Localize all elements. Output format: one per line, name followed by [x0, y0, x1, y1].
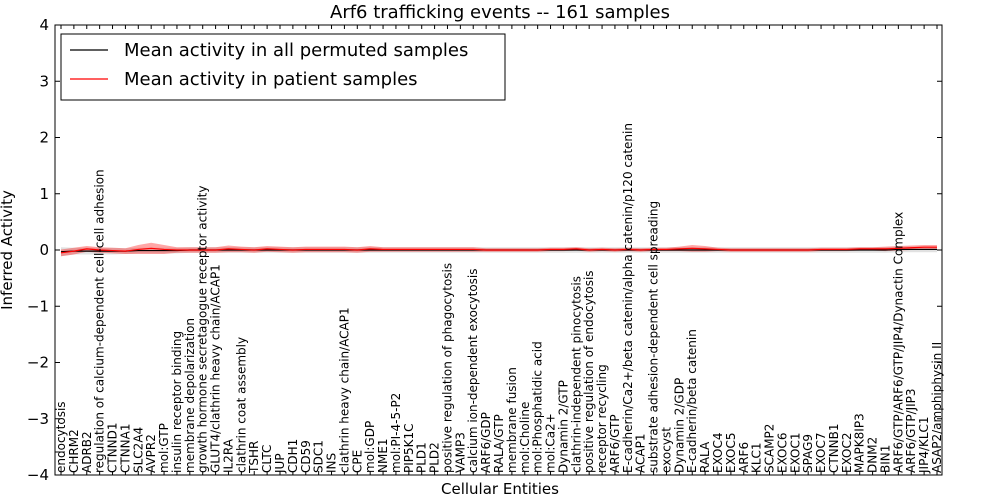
- x-tick-label: ADRB2: [80, 431, 94, 473]
- x-tick-label: insulin receptor binding: [170, 331, 184, 473]
- y-tick-label: 3: [39, 72, 49, 90]
- x-tick-label: CDH1: [286, 439, 300, 473]
- legend-label-1: Mean activity in patient samples: [124, 69, 418, 90]
- x-tick-label: TSHR: [247, 441, 261, 474]
- x-tick-label: receptor recycling: [595, 364, 609, 473]
- x-tick-label: EXOC5: [724, 433, 738, 474]
- x-tick-label: NME1: [376, 438, 390, 473]
- x-tick-label: GLUT4/clathrin heavy chain/ACAP1: [209, 264, 223, 473]
- x-tick-label: AVPR2: [144, 434, 158, 473]
- x-tick-label: membrane fusion: [505, 367, 519, 473]
- y-tick-label: −3: [27, 410, 49, 428]
- x-tick-label: mol:PI-4-5-P2: [389, 393, 403, 473]
- y-tick-label: −2: [27, 354, 49, 372]
- x-axis-label: Cellular Entities: [441, 480, 559, 498]
- y-axis-label: Inferred Activity: [0, 190, 16, 310]
- x-tick-label: SCAMP2: [763, 424, 777, 473]
- x-tick-label: EXOC7: [814, 433, 828, 474]
- x-tick-label: mol:GTP: [157, 423, 171, 473]
- x-tick-label: MAPK8IP3: [853, 413, 867, 473]
- chart-title: Arf6 trafficking events -- 161 samples: [330, 2, 670, 23]
- x-tick-label: substrate adhesion-dependent cell spread…: [647, 201, 661, 473]
- x-tick-label: CTNNB1: [827, 423, 841, 473]
- x-tick-label: SDC1: [312, 440, 326, 473]
- x-tick-label: ARF6/GTP/ARF6/GTP/JIP4/Dynactin Complex: [891, 212, 905, 473]
- legend-box: [60, 33, 506, 101]
- y-tick-label: 2: [39, 129, 49, 147]
- x-tick-label: CD59: [299, 440, 313, 473]
- x-tick-label: Dynamin 2/GDP: [672, 378, 686, 473]
- x-tick-label: Dynamin 2/GTP: [556, 380, 570, 473]
- x-tick-label: SPAG9: [801, 434, 815, 473]
- x-tick-label: calcium ion-dependent exocytosis: [466, 269, 480, 474]
- x-tick-label: ARF6/GTP/JIP3: [904, 388, 918, 473]
- x-tick-label: BIN1: [878, 445, 892, 473]
- x-tick-label: KLC1: [750, 442, 764, 473]
- x-tick-label: PLD1: [415, 442, 429, 473]
- x-tick-label: ARF6/GDP: [479, 412, 493, 473]
- x-tick-label: EXOC4: [711, 433, 725, 474]
- x-tick-label: mol:Phosphatidic acid: [531, 341, 545, 473]
- x-tick-label: CLTC: [260, 445, 274, 473]
- x-tick-label: CHRM2: [67, 429, 81, 473]
- y-tick-label: −1: [27, 297, 49, 315]
- y-tick-label: −4: [27, 466, 49, 484]
- y-tick-label: 0: [39, 241, 49, 259]
- x-tick-label: CTNND1: [106, 422, 120, 473]
- x-tick-label: ARF6/GTP: [608, 414, 622, 473]
- x-tick-label: clathrin heavy chain/ACAP1: [337, 307, 351, 473]
- x-tick-label: ASAP2/amphiphysin II: [930, 342, 944, 473]
- x-tick-label: ARF6: [737, 442, 751, 473]
- x-tick-label: ACAP1: [634, 434, 648, 473]
- x-tick-label: PLD2: [428, 442, 442, 473]
- x-tick-label: EXOC1: [788, 433, 802, 474]
- x-tick-label: DNM2: [866, 437, 880, 473]
- x-tick-label: JUP: [273, 453, 287, 474]
- y-tick-label: 4: [39, 16, 49, 34]
- x-tick-label: mol:GDP: [363, 421, 377, 473]
- x-tick-label: positive regulation of phagocytosis: [440, 263, 454, 473]
- x-tick-label: exocyst: [659, 427, 673, 473]
- y-tick-label: 1: [39, 185, 49, 203]
- x-tick-label: EXOC2: [840, 433, 854, 474]
- x-tick-label: RALA: [698, 441, 712, 473]
- x-tick-label: membrane depolarization: [183, 318, 197, 473]
- legend: Mean activity in all permuted samples Mea…: [60, 33, 506, 101]
- x-tick-label: positive regulation of endocytosis: [582, 270, 596, 473]
- legend-label-0: Mean activity in all permuted samples: [124, 40, 468, 61]
- x-tick-label: E-cadherin/beta catenin: [685, 329, 699, 473]
- x-tick-label: E-cadherin/Ca2+/beta catenin/alpha caten…: [621, 123, 635, 473]
- x-tick-label: CPE: [350, 450, 364, 473]
- x-tick-label: regulation of calcium-dependent cell-cel…: [93, 169, 107, 473]
- x-tick-label: clathrin-independent pinocytosis: [569, 276, 583, 473]
- x-tick-label: PIP5K1C: [402, 423, 416, 473]
- x-tick-label: endocytosis: [54, 401, 68, 473]
- x-tick-label: INS: [325, 453, 339, 473]
- x-tick-label: mol:Choline: [518, 402, 532, 473]
- series-line-1: [60, 246, 937, 254]
- x-tick-label: mol:Ca2+: [544, 413, 558, 473]
- x-tick-label: growth hormone secretagogue receptor act…: [196, 186, 210, 473]
- x-tick-label: EXOC6: [775, 433, 789, 474]
- x-tick-label: RALA/GTP: [492, 414, 506, 473]
- x-tick-label: IL2RA: [221, 438, 235, 473]
- x-tick-label: VAMP3: [453, 432, 467, 473]
- x-tick-label: clathrin coat assembly: [234, 337, 248, 473]
- x-tick-label: CTNNA1: [118, 423, 132, 473]
- x-tick-label: SLC2A4: [131, 427, 145, 473]
- x-tick-label: JIP4/KLC1: [917, 416, 931, 474]
